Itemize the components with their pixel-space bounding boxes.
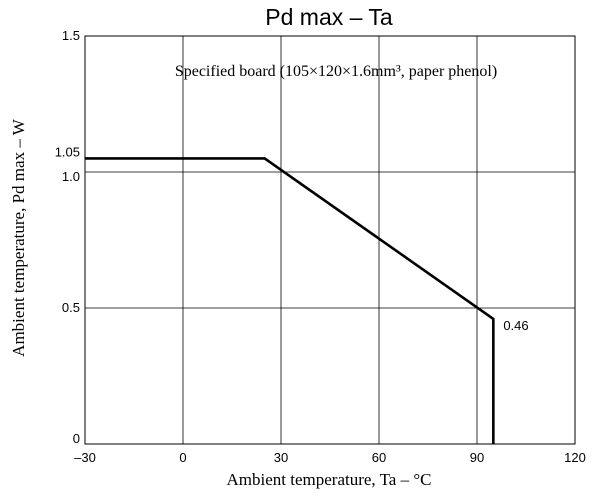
y-tick-label: 1.05 — [55, 144, 80, 159]
x-tick-label: 0 — [179, 450, 186, 465]
data-labels: 0.46 — [503, 318, 528, 333]
x-tick-label: 120 — [564, 450, 586, 465]
x-tick-label: 90 — [470, 450, 484, 465]
x-tick-labels: –30 0 30 60 90 120 — [74, 450, 586, 465]
x-tick-label: 60 — [372, 450, 386, 465]
plot-frame — [84, 35, 576, 445]
y-tick-labels: 0 0.5 1.0 1.05 1.5 — [55, 28, 80, 446]
y-tick-label: 1.0 — [62, 169, 80, 184]
y-axis-label: Ambient temperature, Pd max – W — [9, 118, 28, 357]
y-tick-label: 0.5 — [62, 300, 80, 315]
board-annotation: Specified board (105×120×1.6mm³, paper p… — [175, 63, 497, 80]
x-axis-label: Ambient temperature, Ta – °C — [227, 470, 432, 489]
x-tick-label: 30 — [274, 450, 288, 465]
grid-lines — [85, 36, 575, 444]
y-tick-label: 1.5 — [62, 28, 80, 43]
y-tick-label: 0 — [73, 431, 80, 446]
data-label: 0.46 — [503, 318, 528, 333]
series-line-pd-max — [85, 157, 495, 444]
x-tick-label: –30 — [74, 450, 96, 465]
chart-title: Pd max – Ta — [265, 4, 393, 30]
